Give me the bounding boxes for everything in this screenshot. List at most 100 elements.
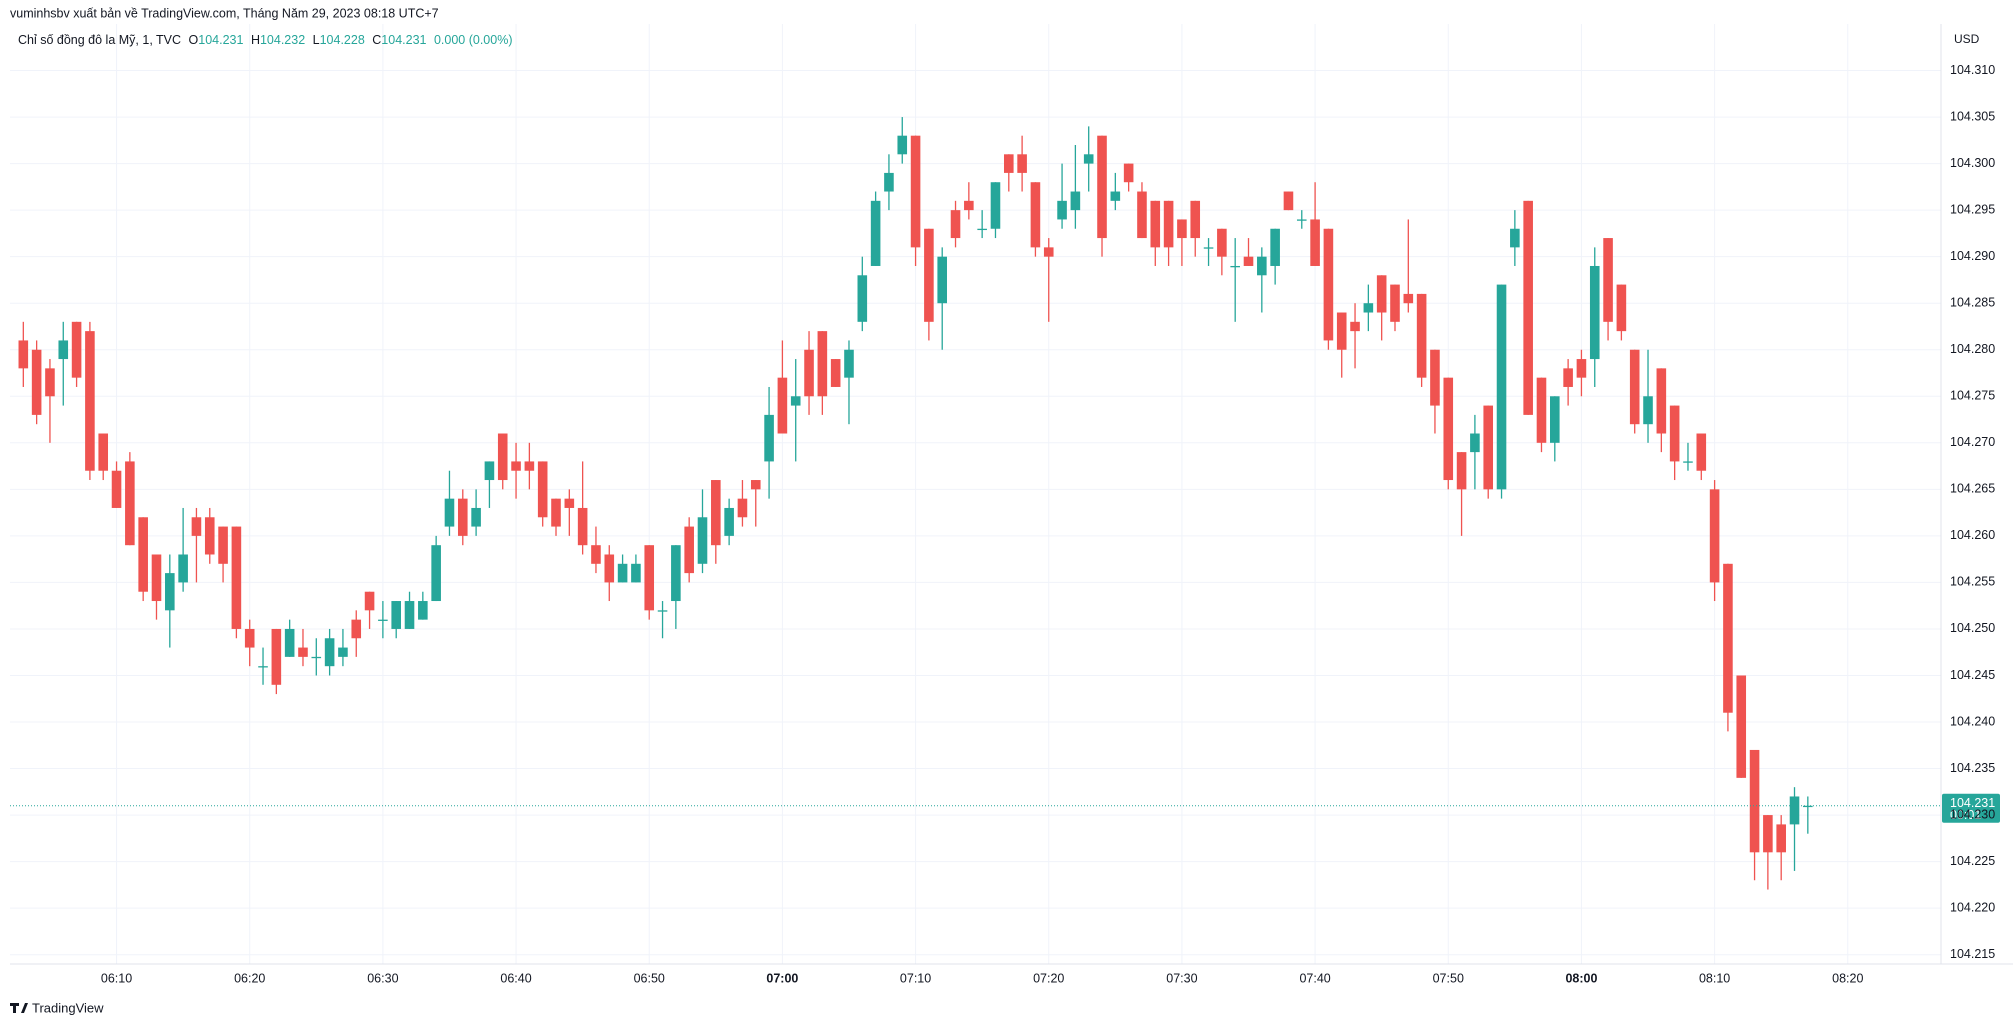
candle-body — [711, 480, 721, 546]
candle-body — [1150, 200, 1161, 248]
candle-body — [298, 647, 308, 657]
x-tick-label: 07:10 — [900, 971, 931, 985]
candle-body — [1736, 675, 1747, 778]
candle-body — [404, 601, 415, 629]
candle-body — [524, 461, 535, 471]
candle-body — [1696, 433, 1707, 471]
candle-body — [1243, 256, 1254, 266]
candle-body — [218, 526, 228, 564]
candle-body — [1629, 349, 1640, 425]
y-tick-label: 104.280 — [1950, 342, 1995, 356]
candle-body — [18, 340, 29, 369]
candle-body — [1057, 200, 1067, 220]
candle-body — [1257, 256, 1267, 276]
candle-body — [1643, 396, 1653, 425]
candle-body — [684, 526, 694, 574]
candle-body — [764, 414, 774, 462]
legend-label: L — [313, 33, 320, 47]
candle-body — [564, 498, 575, 508]
x-tick-label: 06:20 — [234, 971, 265, 985]
candle-body — [1217, 228, 1227, 257]
candle-body — [631, 563, 641, 583]
candle-body — [657, 610, 668, 612]
y-tick-label: 104.225 — [1950, 854, 1995, 868]
candle-body — [1550, 396, 1560, 443]
candle-body — [591, 545, 601, 564]
candle-body — [1683, 461, 1693, 463]
y-tick-label: 104.300 — [1950, 156, 1995, 170]
candle-body — [1097, 135, 1107, 239]
candle-body — [378, 619, 388, 621]
y-tick-label: 104.255 — [1950, 575, 1995, 589]
y-tick-label: 104.250 — [1950, 621, 1995, 635]
candle-body — [484, 461, 495, 481]
last-price-box — [1942, 793, 2000, 823]
legend-symbol: Chỉ số đồng đô la Mỹ, 1, TVC — [18, 33, 181, 47]
x-tick-label: 06:40 — [500, 971, 531, 985]
candle-body — [604, 554, 615, 583]
candle-body — [1589, 265, 1600, 360]
candle-body — [910, 135, 921, 248]
brand-logo — [10, 1003, 28, 1013]
y-tick-label: 104.305 — [1950, 109, 1995, 123]
x-tick-label: 06:50 — [634, 971, 665, 985]
y-tick-label: 104.265 — [1950, 482, 1995, 496]
candle-body — [364, 591, 375, 611]
candle-body — [231, 526, 242, 629]
candle-body — [165, 573, 175, 611]
y-tick-label: 104.245 — [1950, 668, 1995, 682]
legend-value: 104.231 — [381, 33, 426, 47]
candle-body — [1603, 238, 1613, 322]
last-price-label: 104.231 — [1950, 796, 1995, 810]
candle-body — [964, 200, 974, 211]
currency: USD — [1954, 32, 1980, 46]
brand: TradingView — [32, 1000, 104, 1015]
y-tick-label: 104.270 — [1950, 435, 1995, 449]
y-tick-label: 104.220 — [1950, 900, 1995, 914]
candle-body — [511, 461, 521, 471]
candle-body — [1456, 452, 1467, 490]
candle-body — [85, 331, 95, 471]
candle-body — [884, 172, 894, 192]
candle-body — [1723, 563, 1733, 713]
candle-body — [1376, 275, 1387, 313]
candle-body — [284, 628, 295, 657]
candle-body — [817, 331, 828, 397]
x-tick-label: 07:40 — [1299, 971, 1330, 985]
legend-label: O — [189, 33, 199, 47]
candle-body — [1030, 182, 1041, 248]
y-tick-label: 104.295 — [1950, 202, 1995, 216]
candle-body — [777, 377, 788, 434]
x-tick-label: 07:00 — [766, 971, 798, 985]
legend-value: 104.232 — [260, 33, 305, 47]
x-tick-label: 07:30 — [1166, 971, 1197, 985]
candle-body — [1350, 321, 1360, 332]
candle-body — [644, 545, 655, 611]
candle-body — [1576, 359, 1587, 378]
candle-body — [1763, 815, 1773, 853]
candle-body — [444, 498, 455, 527]
legend-change: 0.000 (0.00%) — [434, 33, 513, 47]
candle-body — [1776, 824, 1786, 853]
x-tick-label: 08:20 — [1832, 971, 1863, 985]
candle-body — [1669, 405, 1680, 462]
candle-body — [31, 349, 42, 415]
candle-body — [1403, 293, 1414, 304]
candle-body — [1283, 191, 1294, 211]
y-tick-label: 104.235 — [1950, 761, 1995, 775]
x-tick-label: 07:50 — [1433, 971, 1464, 985]
candle-body — [830, 359, 841, 387]
candle-body — [138, 517, 148, 592]
candle-body — [471, 507, 481, 527]
candle-body — [1043, 247, 1054, 257]
legend-label: C — [372, 33, 381, 47]
candle-body — [857, 275, 868, 322]
legend-value: 104.228 — [320, 33, 365, 47]
candle-body — [204, 517, 215, 555]
candle-body — [697, 517, 708, 564]
candle-body — [1137, 191, 1147, 239]
candle-body — [1523, 200, 1533, 415]
candles — [18, 117, 1813, 890]
candle-body — [1510, 228, 1520, 248]
